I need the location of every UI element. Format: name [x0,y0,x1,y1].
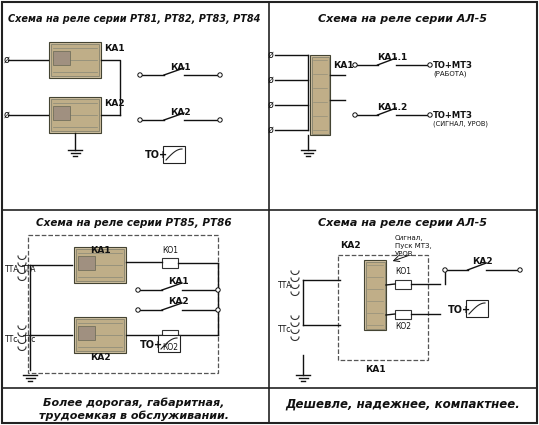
Text: КА1.1: КА1.1 [377,53,407,62]
Text: КА1: КА1 [168,278,188,286]
Text: ø: ø [4,110,10,120]
Text: ТТс: ТТс [5,335,18,345]
Circle shape [218,118,222,122]
Text: КО2: КО2 [395,322,411,331]
Circle shape [353,113,357,117]
Text: (РАБОТА): (РАБОТА) [433,71,466,77]
Circle shape [518,268,522,272]
Text: ТО+МТЗ: ТО+МТЗ [433,110,473,119]
Text: Пуск МТЗ,: Пуск МТЗ, [395,243,432,249]
Bar [365,261,384,329]
Bar [395,310,411,319]
Text: КА1: КА1 [104,43,125,53]
Bar [78,256,95,270]
Bar [310,55,330,135]
Text: Схема на реле серии РТ81, РТ82, РТ83, РТ84: Схема на реле серии РТ81, РТ82, РТ83, РТ… [8,14,260,24]
Text: Схема на реле серии АЛ-5: Схема на реле серии АЛ-5 [319,218,487,228]
Text: ТТА: ТТА [5,266,19,275]
Circle shape [216,308,220,312]
Text: КА2: КА2 [340,241,361,249]
Text: КА2: КА2 [89,354,110,363]
Bar [76,249,124,281]
Bar [364,260,386,330]
Bar [76,319,124,351]
Circle shape [136,308,140,312]
Bar [312,57,328,133]
Circle shape [353,63,357,67]
Bar [53,106,70,120]
Bar [51,99,99,131]
Bar [28,235,218,373]
Text: Сигнал,: Сигнал, [395,235,424,241]
Text: КА1: КА1 [170,62,190,71]
Circle shape [138,118,142,122]
Circle shape [428,63,432,67]
Text: ø: ø [268,100,274,110]
Text: КА2: КА2 [104,99,125,108]
Circle shape [136,288,140,292]
Bar [74,247,126,283]
Bar [49,42,101,78]
Text: (СИГНАЛ, УРОВ): (СИГНАЛ, УРОВ) [433,121,488,127]
Text: КА2: КА2 [168,298,188,306]
Text: ø: ø [4,55,10,65]
Text: Более дорогая, габаритная,
трудоемкая в обслуживании.: Более дорогая, габаритная, трудоемкая в … [39,398,229,421]
Bar [49,97,101,133]
Bar [162,258,178,268]
Circle shape [428,113,432,117]
Text: Схема на реле серии РТ85, РТ86: Схема на реле серии РТ85, РТ86 [36,218,232,228]
Text: КА2: КА2 [472,258,493,266]
Text: ТО+: ТО+ [140,340,163,350]
Bar [78,326,95,340]
Text: ТТс: ТТс [278,326,292,334]
Circle shape [138,73,142,77]
Bar [466,300,488,317]
Bar [163,146,185,163]
Circle shape [218,73,222,77]
Bar [51,44,99,76]
Text: КО2: КО2 [162,343,178,352]
Bar [395,280,411,289]
Bar [53,51,70,65]
Text: ТТс: ТТс [23,335,36,345]
Text: КО1: КО1 [162,246,178,255]
Text: ТО+: ТО+ [145,150,168,160]
Text: КА1: КА1 [333,60,354,70]
Text: КА2: КА2 [170,108,190,116]
Circle shape [443,268,447,272]
Bar [338,255,428,360]
Bar [74,317,126,353]
Text: КА1: КА1 [89,246,110,255]
Text: Схема на реле серии АЛ-5: Схема на реле серии АЛ-5 [319,14,487,24]
Text: ТО+: ТО+ [448,305,471,315]
Text: КА1.2: КА1.2 [377,102,407,111]
Text: ø: ø [268,75,274,85]
Text: ø: ø [268,50,274,60]
Circle shape [216,288,220,292]
Text: УРОВ: УРОВ [395,251,413,257]
Text: ТО+МТЗ: ТО+МТЗ [433,60,473,70]
Text: КА1: КА1 [365,365,385,374]
Bar [158,335,180,352]
Text: ТТА: ТТА [278,280,293,289]
Text: ТТА: ТТА [22,266,36,275]
Text: Дешевле, надежнее, компактнее.: Дешевле, надежнее, компактнее. [286,398,520,411]
Bar [162,330,178,340]
Text: КО1: КО1 [395,267,411,276]
Text: ø: ø [268,125,274,135]
